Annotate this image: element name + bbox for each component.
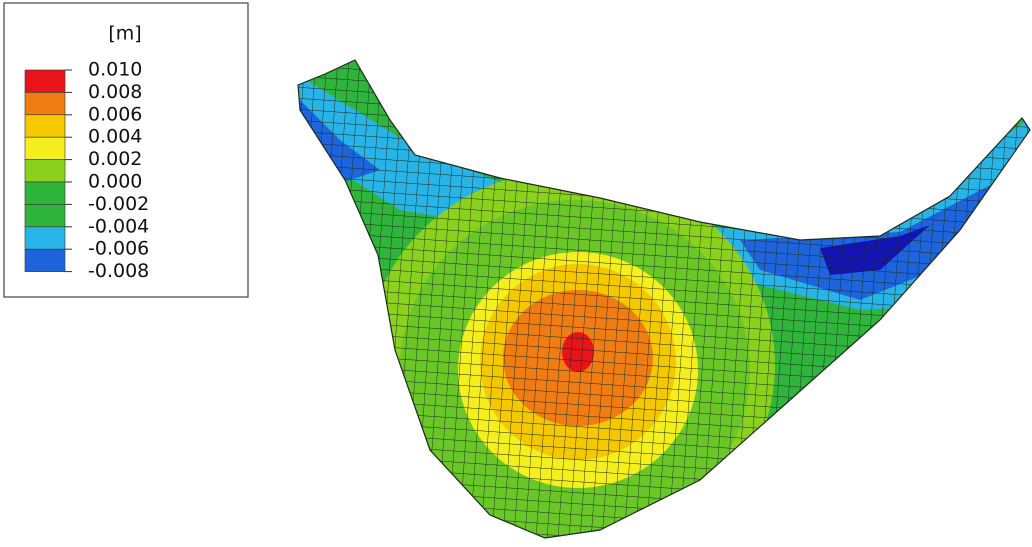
legend: 0.0100.0080.0060.0040.0020.000-0.002-0.0… xyxy=(24,59,149,282)
legend-swatch xyxy=(24,92,66,116)
legend-unit: [m] xyxy=(108,23,141,45)
legend-label: -0.004 xyxy=(88,215,149,237)
legend-label: -0.006 xyxy=(88,238,149,260)
legend-label: 0.006 xyxy=(88,103,142,125)
legend-swatch xyxy=(24,159,66,183)
legend-swatch xyxy=(24,69,66,93)
legend-swatch xyxy=(24,136,66,160)
legend-label: -0.002 xyxy=(88,193,149,215)
legend-label: 0.010 xyxy=(88,59,142,81)
dam-outline xyxy=(297,59,1031,539)
legend-label: -0.008 xyxy=(88,260,149,282)
legend-label: 0.000 xyxy=(88,171,142,193)
legend-swatch xyxy=(24,114,66,138)
legend-swatch xyxy=(24,226,66,250)
legend-label: 0.004 xyxy=(88,126,142,148)
legend-swatch xyxy=(24,181,66,205)
legend-label: 0.002 xyxy=(88,148,142,170)
legend-swatch xyxy=(24,248,66,272)
legend-label: 0.008 xyxy=(88,81,142,103)
legend-swatch xyxy=(24,204,66,228)
